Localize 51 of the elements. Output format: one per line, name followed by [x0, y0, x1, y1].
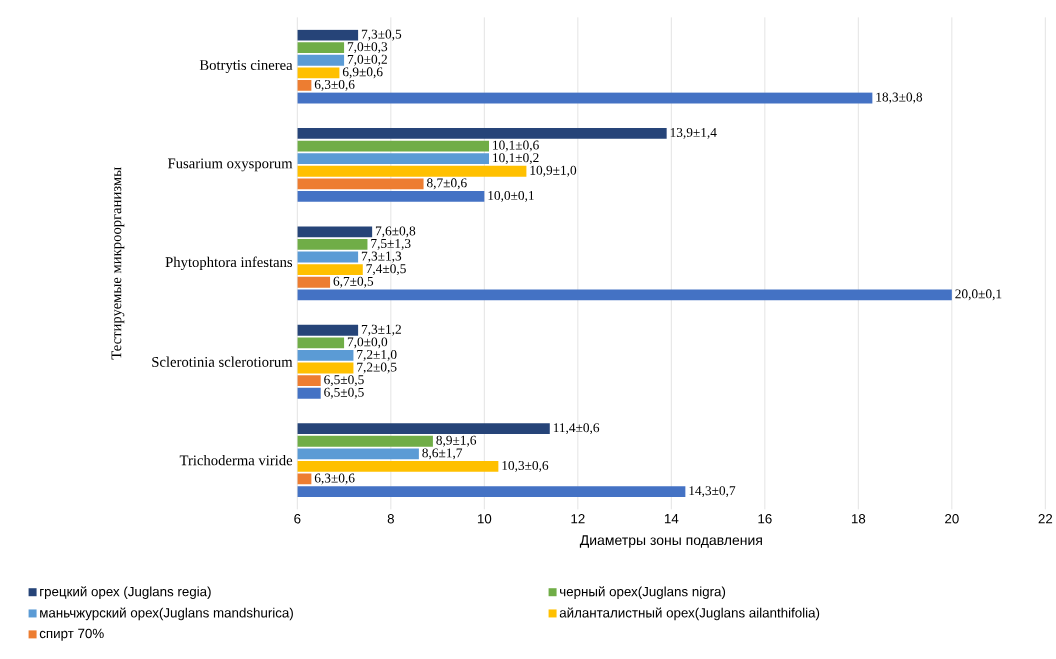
x-tick-label: 18: [851, 514, 866, 524]
data-label: 18,3±0,8: [876, 92, 923, 104]
data-label: 7,3±1,3: [361, 251, 402, 263]
y-tick-label: Trichoderma viride: [179, 455, 293, 466]
data-label: 14,3±0,7: [689, 486, 736, 498]
data-label: 7,2±1,0: [357, 350, 397, 362]
data-label: 7,4±0,5: [366, 264, 406, 276]
legend-label: грецкий орех (Juglans regia): [40, 586, 211, 600]
x-tick-label: 20: [945, 514, 959, 524]
data-label: 6,5±0,5: [324, 375, 364, 387]
x-tick-label: 10: [477, 514, 492, 524]
x-tick-label: 22: [1038, 514, 1053, 524]
y-tick-label: Sclerotinia sclerotiorum: [152, 356, 293, 368]
y-tick-label: Botrytis cinerea: [199, 60, 293, 74]
data-label: 7,2±0,5: [357, 362, 397, 374]
data-label: 11,4±0,6: [553, 423, 600, 435]
data-label: 8,6±1,7: [422, 448, 463, 460]
data-label: 7,5±1,3: [371, 239, 411, 251]
x-tick-label: 16: [758, 514, 772, 524]
x-tick-label: 6: [294, 514, 301, 524]
data-label: 6,3±0,6: [314, 80, 355, 92]
data-label: 7,3±0,5: [361, 29, 402, 41]
data-label: 10,1±0,6: [493, 140, 539, 152]
data-label: 13,9±1,4: [670, 128, 717, 140]
x-tick-label: 14: [664, 514, 679, 524]
data-label: 10,3±0,6: [502, 461, 549, 473]
data-label: 7,3±1,2: [361, 324, 401, 336]
data-label: 7,0±0,2: [347, 54, 387, 66]
data-label: 8,9±1,6: [436, 435, 477, 447]
y-axis-title: Тестируемые микроорганизмы: [111, 167, 125, 360]
data-label: 10,1±0,2: [493, 153, 539, 165]
data-label: 7,6±0,8: [375, 226, 416, 238]
x-axis-title: Диаметры зоны подавления: [579, 535, 762, 549]
data-label: 10,0±0,1: [488, 191, 534, 203]
data-label: 6,7±0,5: [333, 276, 374, 288]
data-label: 6,3±0,6: [314, 473, 355, 485]
legend-label: черный орех(Juglans nigra): [560, 586, 726, 600]
data-label: 20,0±0,1: [955, 289, 1002, 301]
legend-label: маньчжурский орех(Juglans mandshurica): [40, 607, 293, 621]
data-label: 6,9±0,6: [342, 67, 383, 79]
y-tick-label: Phytophtora infestans: [165, 256, 293, 271]
legend-label: спирт 70%: [39, 628, 104, 641]
data-label: 10,9±1,0: [530, 165, 577, 177]
x-tick-label: 8: [387, 514, 394, 524]
data-label: 7,0±0,3: [347, 42, 388, 54]
data-label: 6,5±0,5: [324, 387, 364, 399]
legend-label: айланталистный орех(Juglans ailanthifolia): [559, 607, 820, 621]
x-tick-label: 12: [571, 514, 585, 524]
data-label: 8,7±0,6: [427, 178, 467, 190]
y-tick-label: Fusarium oxysporum: [167, 158, 293, 172]
data-label: 7,0±0,0: [347, 337, 388, 349]
